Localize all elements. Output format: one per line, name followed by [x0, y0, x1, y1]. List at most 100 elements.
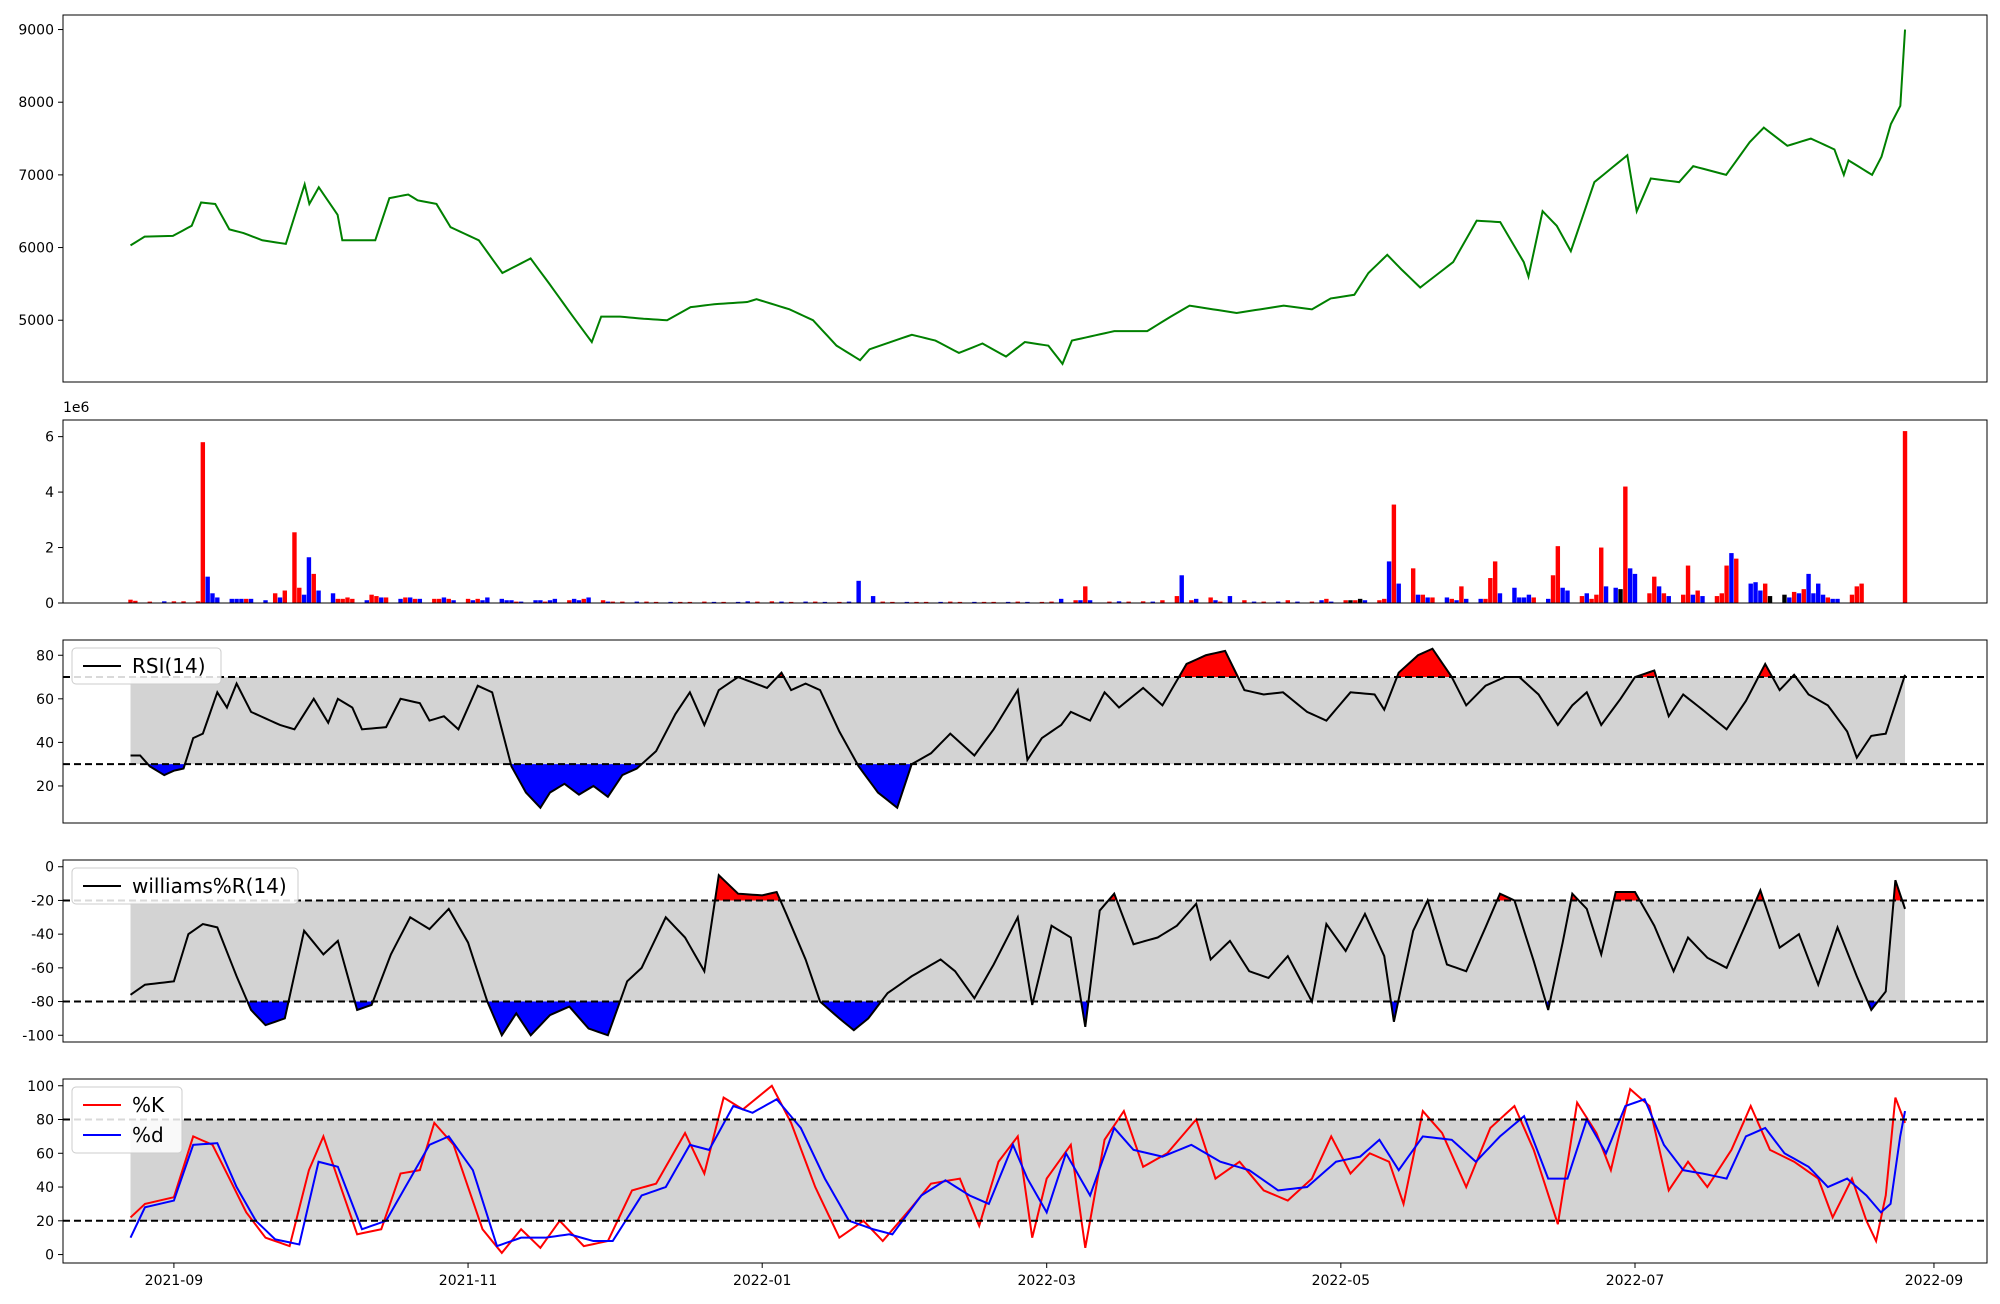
x-tick-label: 2022-07 [1606, 1273, 1665, 1289]
volume-bar [330, 593, 336, 603]
volume-bar [350, 598, 355, 603]
volume-bar [586, 597, 591, 603]
volume-bar [364, 600, 369, 603]
volume-bar [1362, 600, 1368, 603]
volume-bar [432, 598, 437, 603]
williams-oversold-area [247, 1001, 289, 1026]
volume-bar [215, 597, 220, 603]
volume-bar [1483, 598, 1488, 603]
volume-bar [1420, 594, 1426, 603]
volume-bar [846, 601, 852, 603]
volume-bar [403, 597, 408, 603]
volume-bar [721, 601, 726, 603]
williams-frame [62, 859, 1988, 1043]
stochastic-legend-label: %d [132, 1123, 164, 1147]
volume-bar [904, 601, 910, 603]
williams-oversold-area [820, 1001, 882, 1031]
volume-bar [745, 601, 750, 603]
volume-frame [62, 419, 1988, 604]
volume-bar [1560, 587, 1565, 603]
volume-ytick-label: 6 [45, 430, 54, 446]
volume-bar [533, 600, 538, 603]
volume-bar [1049, 601, 1054, 603]
volume-bar [407, 597, 413, 603]
volume-bar [1854, 586, 1860, 603]
volume-bar [605, 601, 611, 603]
stochastic-ytick-label: 40 [36, 1180, 54, 1196]
stochastic-band [130, 1119, 1906, 1221]
volume-bar [398, 598, 403, 603]
volume-bar [1816, 583, 1821, 603]
volume-bar [480, 600, 485, 603]
volume-bar [938, 601, 943, 603]
volume-bar [1459, 586, 1464, 603]
volume-bar [1700, 596, 1705, 603]
x-tick-label: 2022-01 [733, 1273, 792, 1289]
volume-bar [653, 601, 659, 603]
volume-bar [1652, 576, 1657, 603]
volume-bar [735, 601, 741, 603]
rsi-overbought-area [1178, 650, 1238, 678]
price-ytick-label: 9000 [18, 23, 54, 39]
volume-bar [1140, 601, 1146, 603]
volume-bar [1545, 598, 1551, 603]
volume-bar [1478, 598, 1483, 603]
volume-bar [195, 601, 201, 603]
volume-bar [205, 576, 210, 603]
volume-bar [374, 596, 379, 603]
volume-bar [162, 601, 167, 603]
volume-bar [644, 601, 649, 603]
volume-bar [171, 601, 177, 603]
volume-bar [1589, 598, 1594, 603]
volume-bar [1830, 598, 1835, 603]
volume-bar [1521, 597, 1527, 603]
rsi-overbought-area [1758, 663, 1773, 678]
volume-bar [1391, 504, 1397, 603]
volume-bar [1902, 431, 1908, 603]
x-tick-label: 2021-09 [145, 1273, 204, 1289]
volume-bar [379, 597, 384, 603]
volume-bar [972, 601, 977, 603]
volume-bar [755, 601, 760, 603]
price-ytick-label: 8000 [18, 95, 54, 111]
volume-bar [1116, 601, 1122, 603]
volume-bar [485, 597, 490, 603]
volume-bar [263, 600, 268, 603]
volume-bar [634, 601, 640, 603]
volume-bar [1174, 596, 1180, 603]
volume-bar [1213, 600, 1218, 603]
williams-ytick-label: -60 [31, 961, 54, 977]
williams-oversold-area [487, 1001, 620, 1036]
volume-bar [311, 573, 316, 603]
volume-bar [1758, 590, 1763, 603]
volume-bar [277, 597, 283, 603]
volume-bar [1656, 586, 1662, 603]
stochastic-line-d [129, 1097, 1907, 1248]
volume-bar [1690, 594, 1696, 603]
volume-bar [552, 598, 558, 603]
volume-bar [1594, 594, 1599, 603]
volume-bar [1806, 573, 1811, 603]
volume-bar [1208, 597, 1213, 603]
volume-bar [948, 601, 953, 603]
volume-bar [1632, 573, 1638, 603]
volume-ytick-label: 2 [45, 541, 54, 557]
volume-bar [128, 599, 133, 603]
volume-bar [1618, 589, 1623, 603]
williams-ytick-label: 0 [45, 860, 54, 876]
williams-legend: williams%R(14) [71, 867, 299, 905]
williams-oversold-area [354, 1001, 373, 1010]
williams-ytick-label: -20 [31, 893, 54, 909]
volume-bar [1555, 546, 1561, 603]
volume-bar [1218, 601, 1223, 603]
volume-bar [1681, 594, 1686, 603]
volume-bar [779, 601, 784, 603]
volume-bar [412, 598, 418, 603]
volume-bar [1714, 596, 1720, 603]
volume-bar [441, 597, 447, 603]
rsi-legend-label: RSI(14) [132, 654, 206, 678]
rsi-frame [62, 639, 1988, 824]
x-tick-label: 2022-09 [1905, 1273, 1964, 1289]
volume-bar [822, 601, 828, 603]
volume-bar [244, 598, 249, 603]
